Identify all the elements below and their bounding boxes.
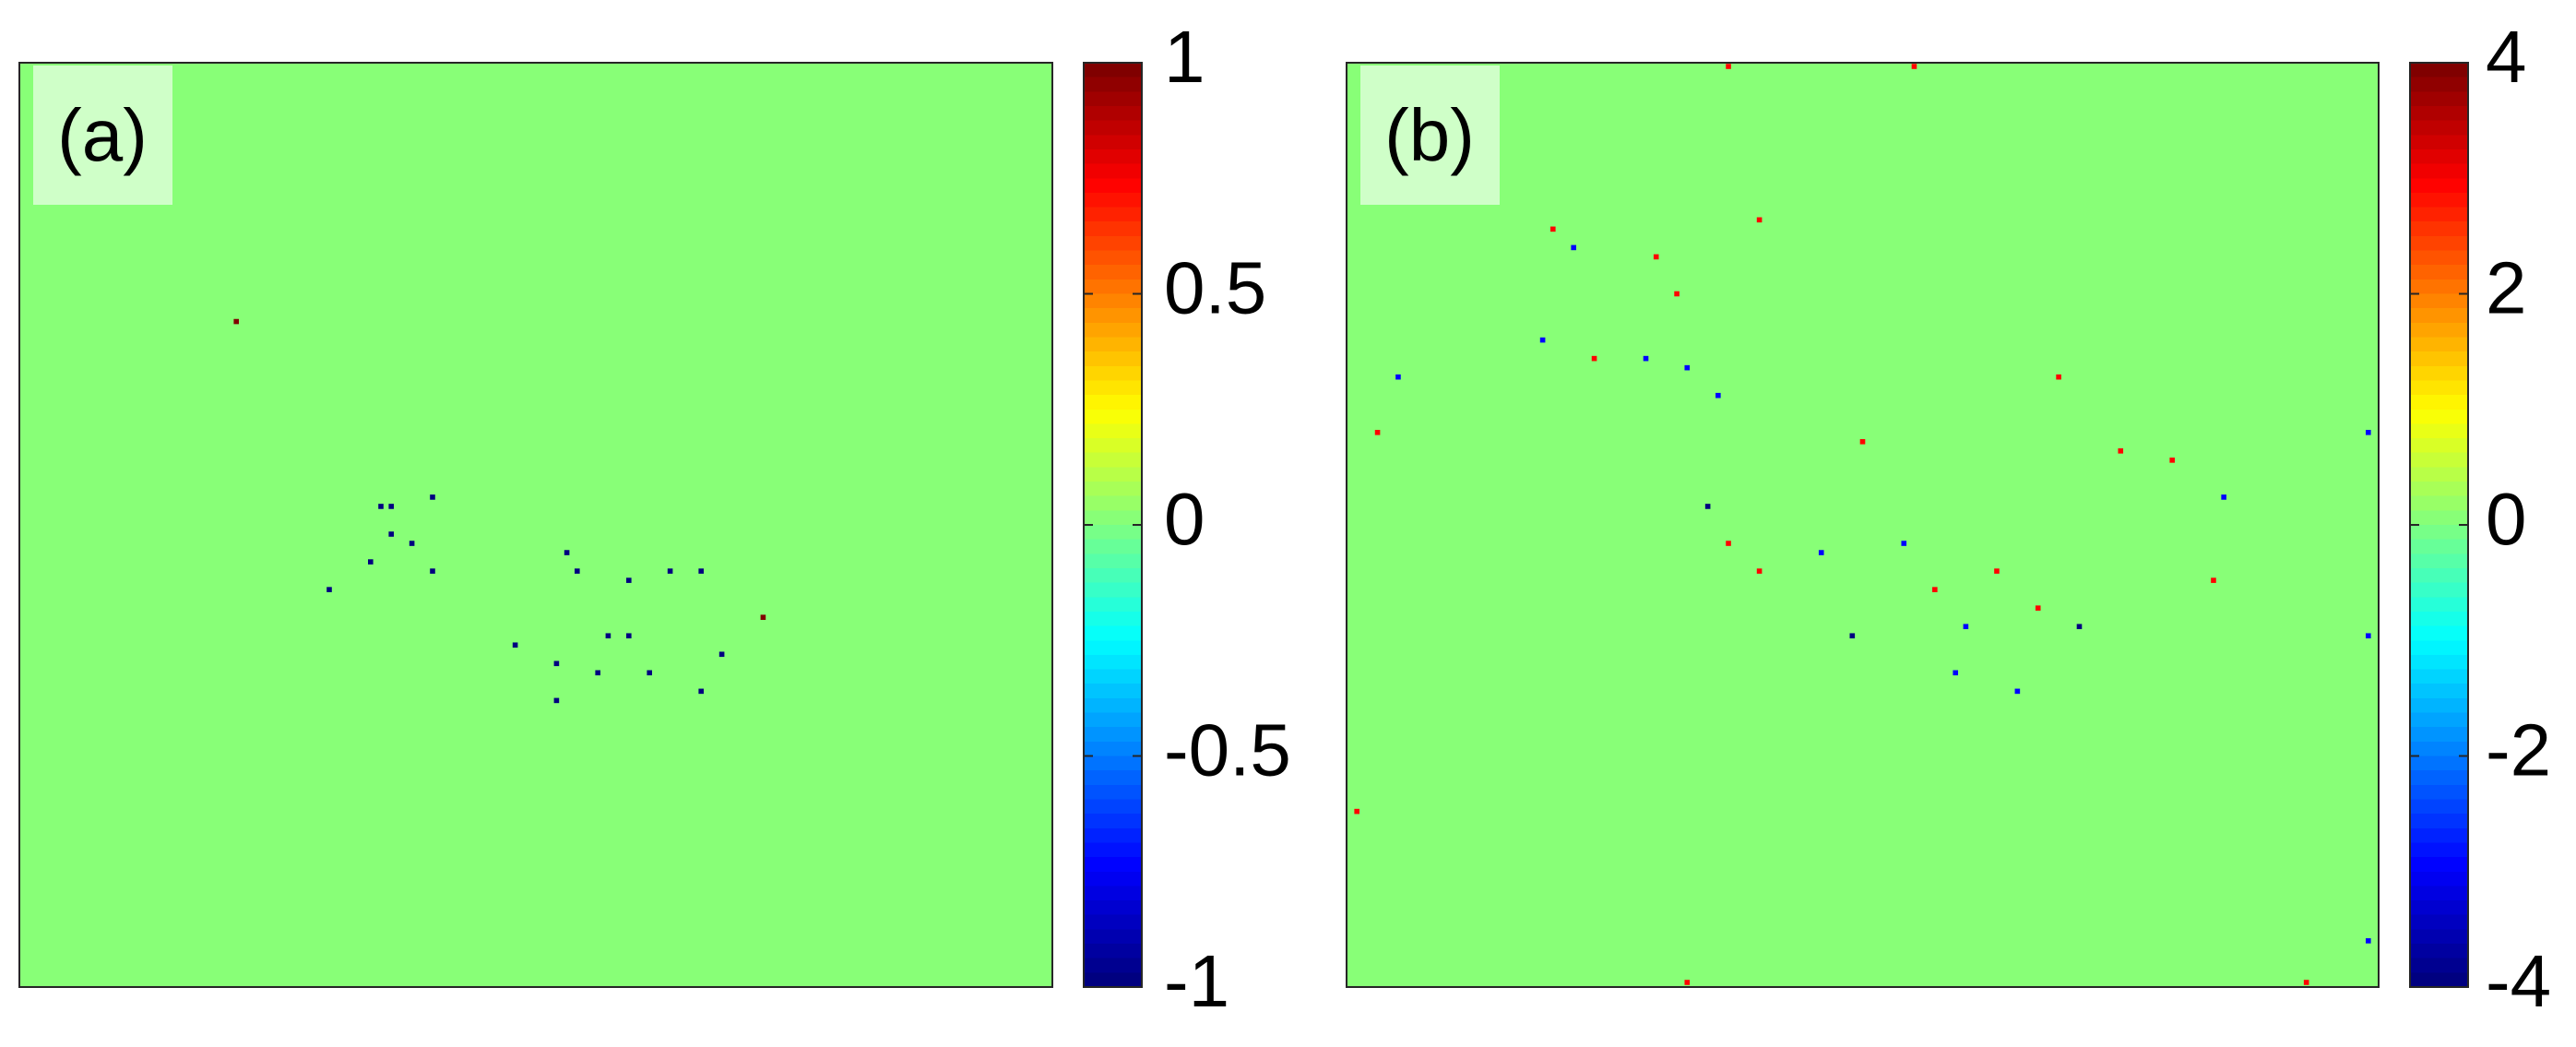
cell [2056,374,2061,380]
cell [626,633,632,639]
colorbar-tick-label: 0 [2486,478,2527,560]
colorbar-tick-label: -4 [2486,940,2551,1022]
cell [430,494,435,500]
cell [2169,458,2175,463]
cell [760,614,766,620]
cell [575,568,580,574]
cell [1911,64,1917,69]
cell [553,660,560,667]
cell [1849,633,1856,639]
cell [2366,430,2371,435]
cell [1354,808,1359,815]
cell [2118,448,2124,454]
cell [1571,244,1576,251]
cell [2076,624,2083,630]
cell [2221,494,2226,500]
cell [2303,980,2309,985]
panel-label-box [33,65,172,205]
plot-background [19,63,1052,987]
cell [1963,624,1969,630]
cell [1994,568,2000,574]
colorbar-tick-label: 4 [2486,16,2527,98]
cell [233,318,239,325]
cell [368,559,374,565]
colorbar-tick-label: 2 [2486,247,2527,329]
colorbar [1083,62,1143,988]
cell [1715,392,1721,399]
cell [1756,568,1763,574]
cell [1374,430,1381,435]
colorbar-tick-label: 0.5 [1164,247,1266,329]
cell [564,550,570,555]
cell [1704,504,1711,509]
panel-label: (b) [1384,94,1475,176]
cell [2014,688,2021,695]
cell [1932,587,1938,592]
cell [1395,374,1401,380]
cell [1859,439,1866,445]
plot-frame [1346,62,2380,988]
cell [2035,605,2041,611]
cell [1550,226,1556,232]
cell [1653,254,1659,260]
cell [1684,980,1691,985]
cell [1539,337,1546,343]
cell [1674,291,1680,297]
cell [378,504,384,509]
cell [388,531,394,537]
panel-label-box [1360,65,1500,205]
panel-label: (a) [57,94,148,176]
cell [667,568,673,574]
cell [326,587,332,592]
cell [409,541,415,546]
cell [1591,355,1597,362]
cell [605,633,611,639]
cell [1818,550,1824,555]
cell [388,504,394,509]
cell [2366,938,2371,944]
cell [1726,64,1731,69]
cell [1901,541,1907,546]
cell [512,642,518,648]
plot-frame [18,62,1053,988]
cell [626,577,632,583]
colorbar-tick-label: -1 [1164,940,1229,1022]
cell [553,697,560,704]
cell [2211,577,2216,583]
colorbar-tick-label: 1 [1164,16,1205,98]
cell [2366,633,2371,639]
colorbar-tick-label: -2 [2486,709,2551,791]
cell [1953,670,1959,676]
cell [647,670,652,676]
cell [698,568,704,574]
cell [1756,217,1763,223]
cell [430,568,435,574]
cell [718,651,725,658]
cell [1684,364,1691,371]
cell [1643,355,1649,362]
cell [595,670,600,676]
colorbar-tick-label: 0 [1164,478,1205,560]
plot-background [1347,63,2379,987]
cell [1726,541,1731,546]
cell [698,688,704,695]
colorbar-tick-label: -0.5 [1164,709,1291,791]
